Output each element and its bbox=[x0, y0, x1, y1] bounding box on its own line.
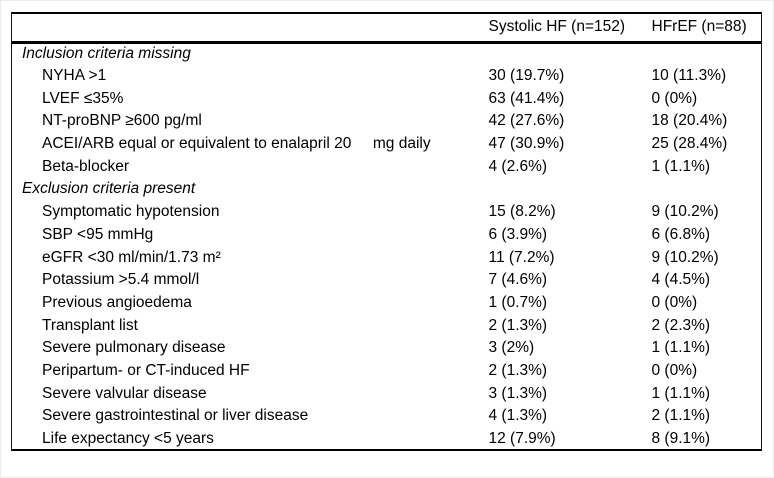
header-systolic-hf: Systolic HF (n=152) bbox=[488, 18, 626, 36]
table-row: Severe gastrointestinal or liver disease… bbox=[12, 405, 762, 428]
hfref-value: 10 (11.3%) bbox=[651, 67, 727, 85]
row-label: Life expectancy <5 years bbox=[42, 429, 214, 447]
hfref-value: 2 (2.3%) bbox=[651, 316, 711, 334]
systolic-hf-value: 2 (1.3%) bbox=[488, 361, 548, 379]
table-row: eGFR <30 ml/min/1.73 m² 11 (7.2%) 9 (10.2%… bbox=[12, 246, 762, 269]
table-row: Beta-blocker 4 (2.6%) 1 (1.1%) bbox=[12, 155, 762, 178]
table-row: Severe pulmonary disease 3 (2%) 1 (1.1%) bbox=[12, 337, 762, 360]
table-row: Symptomatic hypotension 15 (8.2%) 9 (10.2%… bbox=[12, 201, 762, 224]
header-empty-cell bbox=[12, 13, 487, 42]
systolic-hf-value: 4 (2.6%) bbox=[488, 157, 548, 175]
row-label: Severe valvular disease bbox=[42, 384, 207, 402]
systolic-hf-value: 7 (4.6%) bbox=[488, 271, 548, 289]
hfref-value: 9 (10.2%) bbox=[651, 248, 719, 266]
table-row: Transplant list 2 (1.3%) 2 (2.3%) bbox=[12, 314, 762, 337]
systolic-hf-value: 4 (1.3%) bbox=[488, 407, 548, 425]
row-label: SBP <95 mmHg bbox=[42, 225, 154, 243]
row-label: Symptomatic hypotension bbox=[42, 203, 220, 221]
hfref-value: 0 (0%) bbox=[651, 89, 698, 107]
row-label: Severe pulmonary disease bbox=[42, 339, 226, 357]
hfref-value: 18 (20.4%) bbox=[651, 112, 728, 130]
section-title: Exclusion criteria present bbox=[22, 180, 196, 198]
table-row: SBP <95 mmHg 6 (3.9%) 6 (6.8%) bbox=[12, 224, 762, 247]
row-label: Previous angioedema bbox=[42, 293, 192, 311]
systolic-hf-value: 42 (27.6%) bbox=[488, 112, 565, 130]
row-label: Potassium >5.4 mmol/l bbox=[42, 271, 200, 289]
systolic-hf-value: 12 (7.9%) bbox=[488, 429, 556, 447]
criteria-table: Systolic HF (n=152) HFrEF (n=88) Inclusi… bbox=[11, 12, 762, 452]
systolic-hf-value: 30 (19.7%) bbox=[488, 67, 565, 85]
header-row: Systolic HF (n=152) HFrEF (n=88) bbox=[11, 13, 762, 42]
systolic-hf-value: 3 (2%) bbox=[488, 339, 535, 357]
row-label: NYHA >1 bbox=[42, 67, 107, 85]
systolic-hf-value: 63 (41.4%) bbox=[488, 89, 565, 107]
table-row: ACEI/ARB equal or equivalent to enalapri… bbox=[12, 133, 762, 156]
table-row: LVEF ≤35% 63 (41.4%) 0 (0%) bbox=[12, 87, 762, 110]
hfref-value: 25 (28.4%) bbox=[651, 135, 728, 153]
hfref-value: 8 (9.1%) bbox=[651, 429, 711, 447]
row-label: Beta-blocker bbox=[42, 157, 130, 175]
systolic-hf-value: 11 (7.2%) bbox=[488, 248, 555, 266]
table-row: NT-proBNP ≥600 pg/ml 42 (27.6%) 18 (20.4%) bbox=[12, 110, 762, 133]
hfref-value: 6 (6.8%) bbox=[651, 225, 711, 243]
table-row: NYHA >1 30 (19.7%) 10 (11.3%) bbox=[12, 65, 762, 88]
row-label: Severe gastrointestinal or liver disease bbox=[42, 407, 309, 425]
row-label: NT-proBNP ≥600 pg/ml bbox=[42, 112, 202, 130]
section-title: Inclusion criteria missing bbox=[22, 45, 191, 63]
systolic-hf-value: 6 (3.9%) bbox=[488, 225, 548, 243]
hfref-value: 0 (0%) bbox=[651, 361, 698, 379]
systolic-hf-value: 3 (1.3%) bbox=[488, 384, 548, 402]
hfref-value: 9 (10.2%) bbox=[651, 203, 719, 221]
row-label: LVEF ≤35% bbox=[42, 89, 124, 107]
row-label: Transplant list bbox=[42, 316, 138, 334]
row-label: Peripartum- or CT-induced HF bbox=[42, 361, 250, 379]
hfref-value: 0 (0%) bbox=[651, 293, 698, 311]
table-row: Peripartum- or CT-induced HF 2 (1.3%) 0 (0… bbox=[12, 360, 762, 383]
systolic-hf-value: 47 (30.9%) bbox=[488, 135, 565, 153]
hfref-value: 1 (1.1%) bbox=[651, 339, 711, 357]
table-row: Previous angioedema 1 (0.7%) 0 (0%) bbox=[12, 292, 762, 315]
row-label: eGFR <30 ml/min/1.73 m² bbox=[42, 248, 221, 266]
systolic-hf-value: 2 (1.3%) bbox=[488, 316, 548, 334]
systolic-hf-value: 15 (8.2%) bbox=[488, 203, 556, 221]
table-row: Potassium >5.4 mmol/l 7 (4.6%) 4 (4.5%) bbox=[12, 269, 762, 292]
hfref-value: 2 (1.1%) bbox=[651, 407, 711, 425]
hfref-value: 4 (4.5%) bbox=[651, 271, 711, 289]
header-hfref: HFrEF (n=88) bbox=[651, 18, 747, 36]
row-label: ACEI/ARB equal or equivalent to enalapri… bbox=[42, 135, 431, 153]
hfref-value: 1 (1.1%) bbox=[651, 157, 711, 175]
table-row: Life expectancy <5 years 12 (7.9%) 8 (9.1%… bbox=[12, 428, 762, 451]
section-header-row: Inclusion criteria missing bbox=[12, 42, 762, 65]
table-row: Severe valvular disease 3 (1.3%) 1 (1.1%) bbox=[12, 382, 762, 405]
table-body: Inclusion criteria missing NYHA >1 30 (19.… bbox=[12, 42, 762, 450]
systolic-hf-value: 1 (0.7%) bbox=[488, 293, 548, 311]
hfref-value: 1 (1.1%) bbox=[651, 384, 711, 402]
section-header-row: Exclusion criteria present bbox=[12, 178, 762, 201]
